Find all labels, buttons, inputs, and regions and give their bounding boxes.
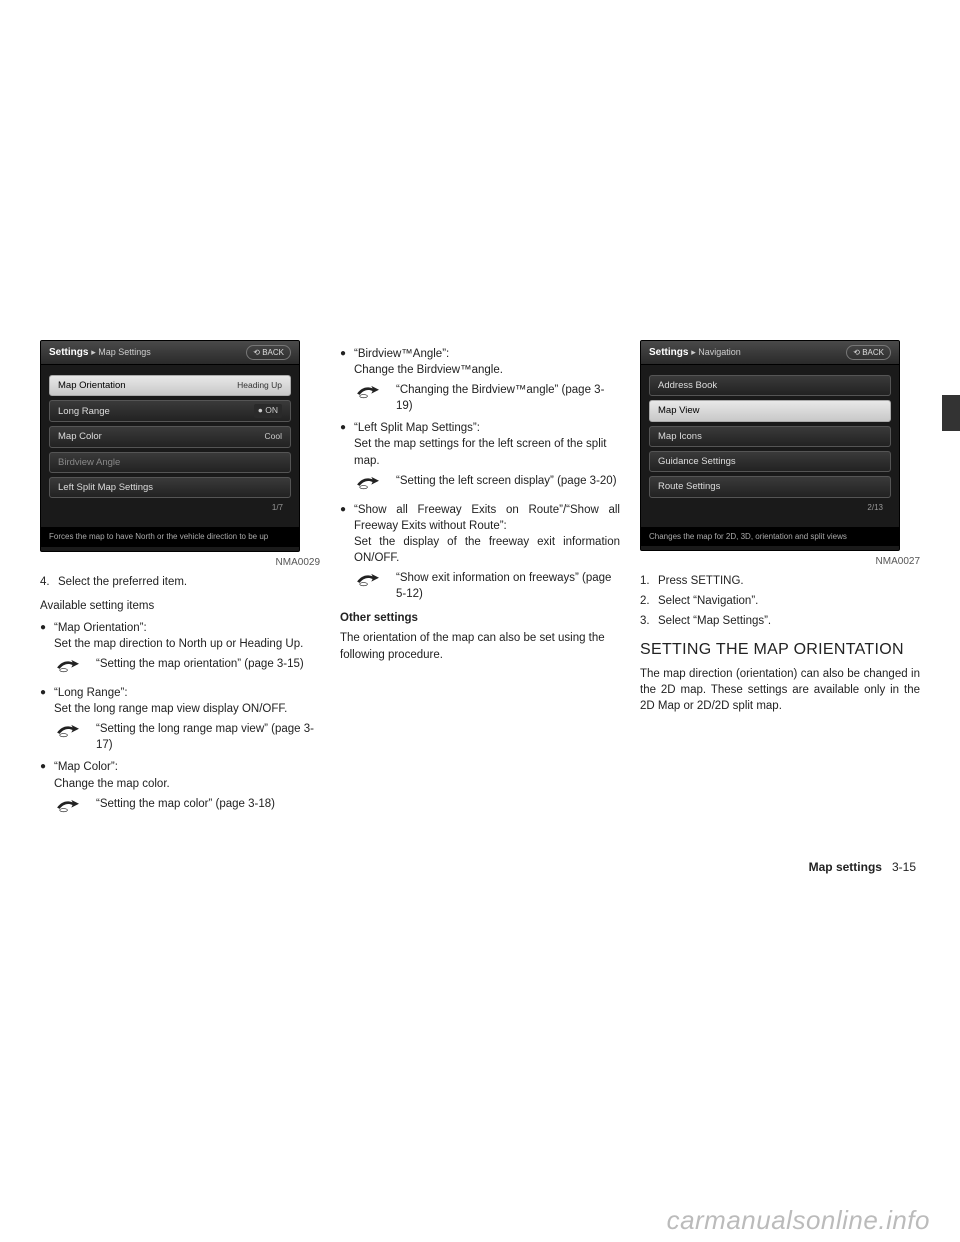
- section-paragraph: The map direction (orientation) can also…: [640, 666, 920, 714]
- bullet-freeway-exits: ●“Show all Freeway Exits on Route”/“Show…: [340, 502, 620, 566]
- menu-item: Map ColorCool: [49, 426, 291, 447]
- reference: “Show exit information on freeways” (pag…: [354, 570, 620, 602]
- reference-icon: [354, 473, 386, 496]
- reference-icon: [354, 570, 386, 593]
- back-button: ⟲ BACK: [246, 345, 291, 360]
- menu-item: Birdview Angle: [49, 452, 291, 473]
- side-tab: [942, 395, 960, 431]
- reference: “Setting the map orientation” (page 3-15…: [54, 656, 320, 679]
- column-2: ●“Birdview™Angle”:Change the Birdview™an…: [340, 340, 620, 823]
- menu-item: Map View: [649, 400, 891, 421]
- menu-list: Map OrientationHeading Up Long Range● ON…: [41, 369, 299, 523]
- menu-item: Map Icons: [649, 426, 891, 447]
- reference-icon: [354, 382, 386, 405]
- manual-page: Settings ▸ Map Settings ⟲ BACK Map Orien…: [0, 0, 960, 1242]
- reference-icon: [54, 796, 86, 819]
- content-columns: Settings ▸ Map Settings ⟲ BACK Map Orien…: [40, 340, 920, 823]
- other-settings-text: The orientation of the map can also be s…: [340, 630, 620, 662]
- menu-item: Map OrientationHeading Up: [49, 375, 291, 396]
- screenshot-map-settings: Settings ▸ Map Settings ⟲ BACK Map Orien…: [40, 340, 300, 552]
- screenshot-header: Settings ▸ Map Settings ⟲ BACK: [41, 341, 299, 365]
- pager: 1/7: [49, 502, 291, 515]
- reference: “Setting the map color” (page 3-18): [54, 796, 320, 819]
- step-2: 2.Select “Navigation”.: [640, 593, 920, 609]
- reference-icon: [54, 721, 86, 744]
- reference: “Changing the Birdview™angle” (page 3-19…: [354, 382, 620, 414]
- step-3: 3.Select “Map Settings”.: [640, 613, 920, 629]
- menu-item: Address Book: [649, 375, 891, 396]
- menu-item: Left Split Map Settings: [49, 477, 291, 498]
- back-button: ⟲ BACK: [846, 345, 891, 360]
- screenshot-header: Settings ▸ Navigation ⟲ BACK: [641, 341, 899, 365]
- reference: “Setting the left screen display” (page …: [354, 473, 620, 496]
- column-3: Settings ▸ Navigation ⟲ BACK Address Boo…: [640, 340, 920, 823]
- bullet-map-color: ●“Map Color”:Change the map color.: [40, 759, 320, 791]
- menu-item: Route Settings: [649, 476, 891, 497]
- pager: 2/13: [649, 502, 891, 515]
- screenshot-footer: Forces the map to have North or the vehi…: [41, 527, 299, 546]
- screenshot-navigation: Settings ▸ Navigation ⟲ BACK Address Boo…: [640, 340, 900, 551]
- watermark: carmanualsonline.info: [667, 1205, 930, 1236]
- step-4: 4.Select the preferred item.: [40, 574, 320, 590]
- page-number: Map settings 3-15: [809, 860, 916, 874]
- menu-item: Long Range● ON: [49, 400, 291, 422]
- column-1: Settings ▸ Map Settings ⟲ BACK Map Orien…: [40, 340, 320, 823]
- other-settings-heading: Other settings: [340, 610, 620, 626]
- breadcrumb: Settings ▸ Map Settings: [49, 346, 151, 360]
- breadcrumb: Settings ▸ Navigation: [649, 346, 741, 360]
- subheading: Available setting items: [40, 598, 320, 614]
- reference: “Setting the long range map view” (page …: [54, 721, 320, 753]
- bullet-birdview: ●“Birdview™Angle”:Change the Birdview™an…: [340, 346, 620, 378]
- figure-caption: NMA0029: [40, 556, 320, 570]
- menu-item: Guidance Settings: [649, 451, 891, 472]
- figure-caption: NMA0027: [640, 555, 920, 569]
- bullet-left-split: ●“Left Split Map Settings”:Set the map s…: [340, 420, 620, 468]
- reference-icon: [54, 656, 86, 679]
- menu-list: Address Book Map View Map Icons Guidance…: [641, 369, 899, 523]
- section-heading: SETTING THE MAP ORIENTATION: [640, 639, 920, 661]
- bullet-long-range: ●“Long Range”:Set the long range map vie…: [40, 685, 320, 717]
- bullet-map-orientation: ●“Map Orientation”:Set the map direction…: [40, 620, 320, 652]
- screenshot-footer: Changes the map for 2D, 3D, orientation …: [641, 527, 899, 546]
- step-1: 1.Press SETTING.: [640, 573, 920, 589]
